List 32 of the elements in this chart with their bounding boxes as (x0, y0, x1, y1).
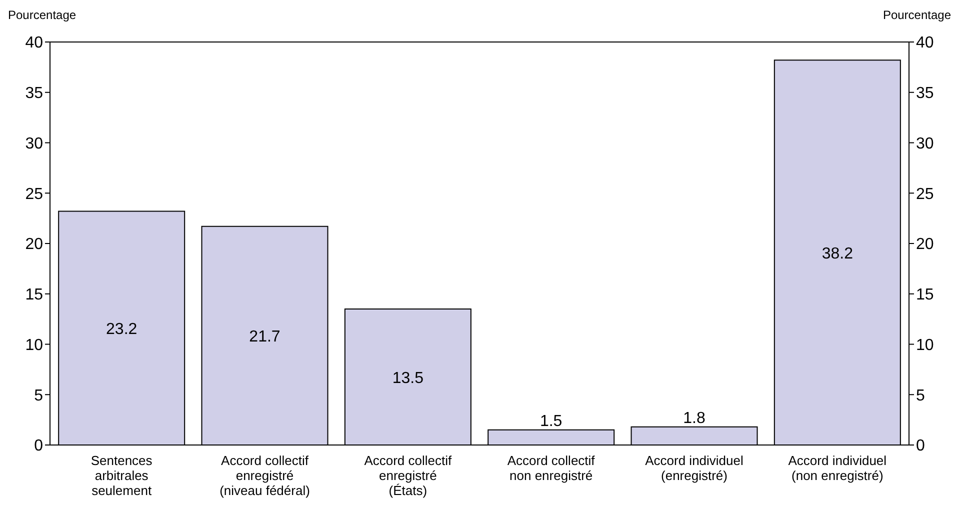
y-tick-label: 25 (25, 186, 44, 203)
y2-tick-label: 0 (916, 438, 925, 455)
x-tick-label: Accord collectif enregistré (États) (364, 453, 452, 498)
y-tick-label: 10 (25, 336, 44, 354)
data-label: 1.5 (540, 412, 562, 430)
y2-tick-label: 35 (916, 85, 934, 102)
data-label: 13.5 (392, 370, 424, 387)
y2-tick-label: 15 (916, 286, 934, 304)
y2-axis-title: Pourcentage (882, 8, 951, 22)
y2-tick-label: 10 (916, 336, 934, 354)
y2-tick-label: 30 (916, 135, 934, 152)
y2-tick-label: 5 (916, 387, 925, 404)
data-label: 23.2 (106, 321, 138, 338)
x-tick-label: Accord collectif enregistré (niveau fédéral) (220, 453, 310, 498)
data-label: 21.7 (249, 328, 280, 346)
y2-tick-label: 25 (916, 186, 934, 203)
x-tick-label: Accord collectif non enregistré (507, 453, 596, 483)
y-tick-label: 35 (25, 85, 44, 102)
y-axis-title: Pourcentage (8, 8, 76, 22)
x-tick-label: Accord individuel (enregistré) (645, 453, 744, 483)
y2-tick-label: 20 (916, 236, 934, 254)
x-tick-label: Accord individuel (non enregistré) (788, 453, 887, 483)
y2-tick-label: 40 (916, 34, 934, 52)
y-tick-label: 30 (25, 135, 44, 152)
y-tick-label: 20 (25, 236, 44, 254)
y-tick-label: 40 (25, 34, 44, 52)
x-tick-label: Sentences arbitrales seulement (90, 453, 153, 498)
data-label: 38.2 (822, 246, 854, 263)
y-tick-label: 15 (25, 286, 44, 304)
data-label: 1.8 (683, 410, 706, 427)
y-tick-label: 0 (34, 438, 44, 455)
y-tick-label: 5 (34, 387, 44, 404)
